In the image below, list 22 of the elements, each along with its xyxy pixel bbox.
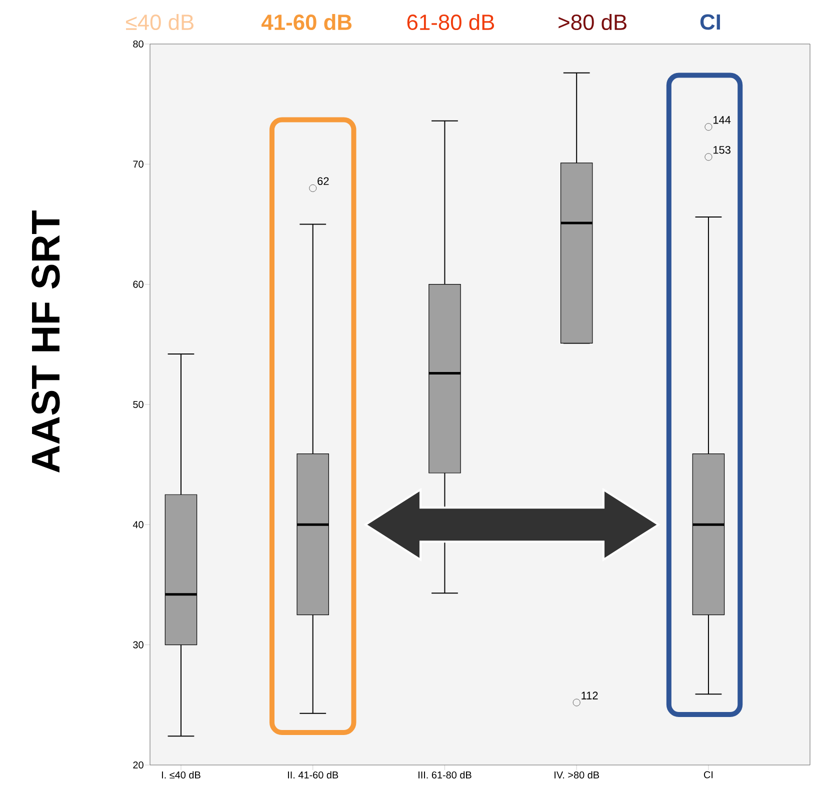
y-tick-label: 70: [133, 160, 144, 168]
text: >80 dB: [558, 14, 626, 30]
y-tick-label: 50: [133, 400, 144, 408]
x-tick-label: IV. >80 dB: [554, 771, 600, 779]
text: 61-80 dB: [407, 14, 494, 30]
y-tick-label: 80: [133, 40, 144, 48]
x-tick-label: CI: [704, 771, 713, 778]
x-tick-label: I. ≤40 dB: [162, 771, 200, 779]
annotation: 153: [713, 146, 730, 154]
x-tick-label: III. 61-80 dB: [418, 771, 472, 779]
text: 41-60 dB: [262, 14, 352, 30]
y-axis-title: AAST HF SRT: [32, 210, 60, 472]
annotation: 112: [582, 692, 598, 700]
y-tick-label: 30: [133, 641, 144, 648]
y-tick-label: 60: [133, 280, 144, 288]
text: ≤40 dB: [126, 14, 194, 30]
text: CI: [700, 14, 720, 30]
annotation: 62: [318, 177, 329, 185]
x-tick-label: II. 41-60 dB: [288, 771, 338, 779]
y-tick-label: 20: [133, 761, 144, 769]
y-tick-label: 40: [132, 521, 144, 528]
annotation: 144: [713, 116, 731, 124]
